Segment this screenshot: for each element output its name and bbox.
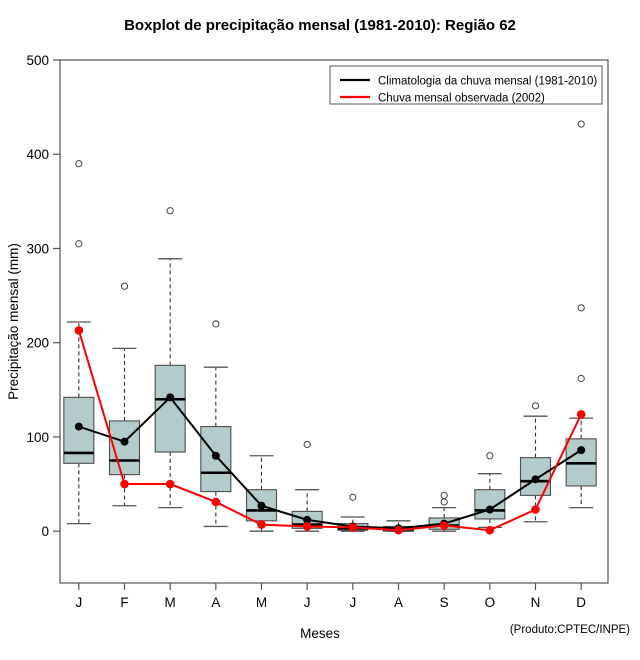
legend-label: Chuva mensal observada (2002) <box>378 93 545 105</box>
plot-frame <box>59 59 609 584</box>
outlier-point <box>577 374 585 383</box>
climatology-point <box>120 437 129 446</box>
climatology-point <box>485 505 494 514</box>
legend-box <box>329 65 603 105</box>
climatology-point <box>211 451 220 460</box>
observed-point <box>257 520 266 529</box>
outlier-point <box>486 452 494 460</box>
climatology-point <box>531 475 540 484</box>
observed-point <box>165 479 175 489</box>
y-axis-title: Precipitação mensal (mm) <box>6 243 21 400</box>
x-axis-tick-label: O <box>485 595 496 610</box>
credit-label: (Produto:CPTEC/INPE) <box>510 624 630 636</box>
x-axis-tick-label: A <box>211 595 220 610</box>
climatology-line <box>78 395 582 530</box>
x-axis-tick-label: S <box>440 595 449 610</box>
y-axis-tick-label: 0 <box>41 524 49 539</box>
page-title: Boxplot de precipitação mensal (1981-201… <box>124 17 516 34</box>
climatology-point <box>577 446 586 455</box>
observed-point <box>531 505 540 514</box>
climatology-point <box>257 501 266 510</box>
y-axis-tick-label: 300 <box>26 241 49 256</box>
observed-point <box>302 522 312 531</box>
x-axis-tick-label: J <box>304 595 311 610</box>
observed-point <box>120 479 129 489</box>
box <box>474 489 506 520</box>
outlier-point <box>75 160 83 168</box>
x-axis-tick-label: D <box>576 595 586 610</box>
outlier-point <box>440 498 448 506</box>
outlier-point <box>577 304 585 312</box>
observed-point <box>576 410 586 419</box>
observed-point <box>439 521 449 530</box>
legend-label: Climatologia da chuva mensal (1981-2010) <box>378 76 597 88</box>
y-axis-tick-label: 400 <box>26 147 49 162</box>
x-axis-tick-label: J <box>349 595 356 610</box>
y-axis-tick-label: 200 <box>26 336 49 351</box>
x-axis-tick-label: F <box>120 595 128 610</box>
outlier-point <box>577 120 585 128</box>
outlier-point <box>349 493 357 501</box>
observed-point <box>211 497 221 507</box>
outlier-point <box>212 320 220 328</box>
outlier-point <box>120 282 129 290</box>
observed-point <box>348 523 358 532</box>
climatology-point <box>303 515 312 524</box>
climatology-point <box>74 422 83 431</box>
x-axis-tick-label: J <box>75 595 82 610</box>
observed-line <box>77 330 583 532</box>
outlier-point <box>303 440 311 449</box>
x-axis-title: Meses <box>300 626 340 641</box>
x-axis-tick-label: M <box>165 595 176 610</box>
observed-point <box>74 326 84 335</box>
outlier-point <box>166 207 174 215</box>
outlier-point <box>440 491 448 499</box>
y-axis-tick-label: 100 <box>26 430 49 445</box>
x-axis-tick-label: M <box>256 595 267 610</box>
climatology-point <box>166 393 175 402</box>
outlier-point <box>531 402 540 410</box>
observed-point <box>485 525 495 535</box>
y-axis-tick-label: 500 <box>26 53 49 68</box>
x-axis-tick-label: N <box>531 595 541 610</box>
outlier-point <box>75 240 83 248</box>
observed-point <box>394 525 403 535</box>
x-axis-tick-label: A <box>394 595 403 610</box>
